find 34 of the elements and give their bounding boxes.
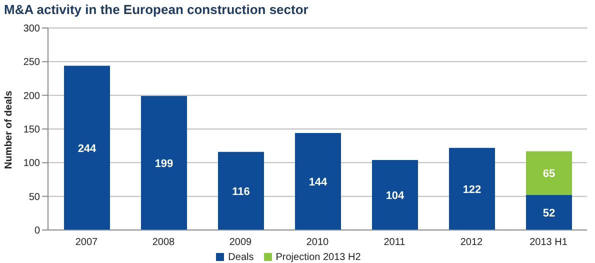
y-tick-label: 300 — [23, 24, 40, 35]
bar — [526, 194, 572, 230]
data-label: 244 — [78, 142, 98, 155]
chart-title: M&A activity in the European construction sector — [4, 2, 308, 17]
bar — [372, 160, 418, 230]
y-tick-label: 250 — [23, 57, 40, 68]
y-axis-title: Number of deals — [4, 90, 15, 169]
bar — [526, 151, 572, 195]
x-tick-label: 2007 — [75, 237, 98, 248]
legend-label: Deals — [228, 252, 254, 263]
x-tick-label: 2010 — [306, 237, 330, 248]
x-tick-label: 2013 H1 — [530, 237, 568, 248]
data-label: 116 — [232, 186, 250, 198]
bar — [64, 66, 110, 230]
data-label: 144 — [308, 176, 328, 188]
bar — [218, 152, 264, 230]
bar — [295, 133, 341, 230]
y-tick-label: 100 — [23, 158, 40, 170]
data-label: 52 — [542, 207, 556, 220]
x-tick-label: 2008 — [152, 237, 176, 248]
data-label: 199 — [154, 158, 174, 170]
x-tick-label: 2012 — [460, 237, 484, 248]
data-label: 65 — [542, 168, 556, 180]
bar — [141, 96, 187, 230]
data-label: 122 — [462, 184, 482, 196]
y-tick-label: 0 — [34, 226, 40, 237]
y-tick-label: 50 — [28, 192, 40, 203]
bar — [449, 148, 495, 230]
data-label: 104 — [386, 190, 406, 202]
y-tick-label: 150 — [23, 124, 40, 136]
y-tick-label: 200 — [23, 90, 40, 102]
x-tick-label: 2011 — [384, 237, 406, 248]
legend-label: Projection 2013 H2 — [276, 252, 361, 263]
x-tick-label: 2009 — [229, 237, 252, 248]
